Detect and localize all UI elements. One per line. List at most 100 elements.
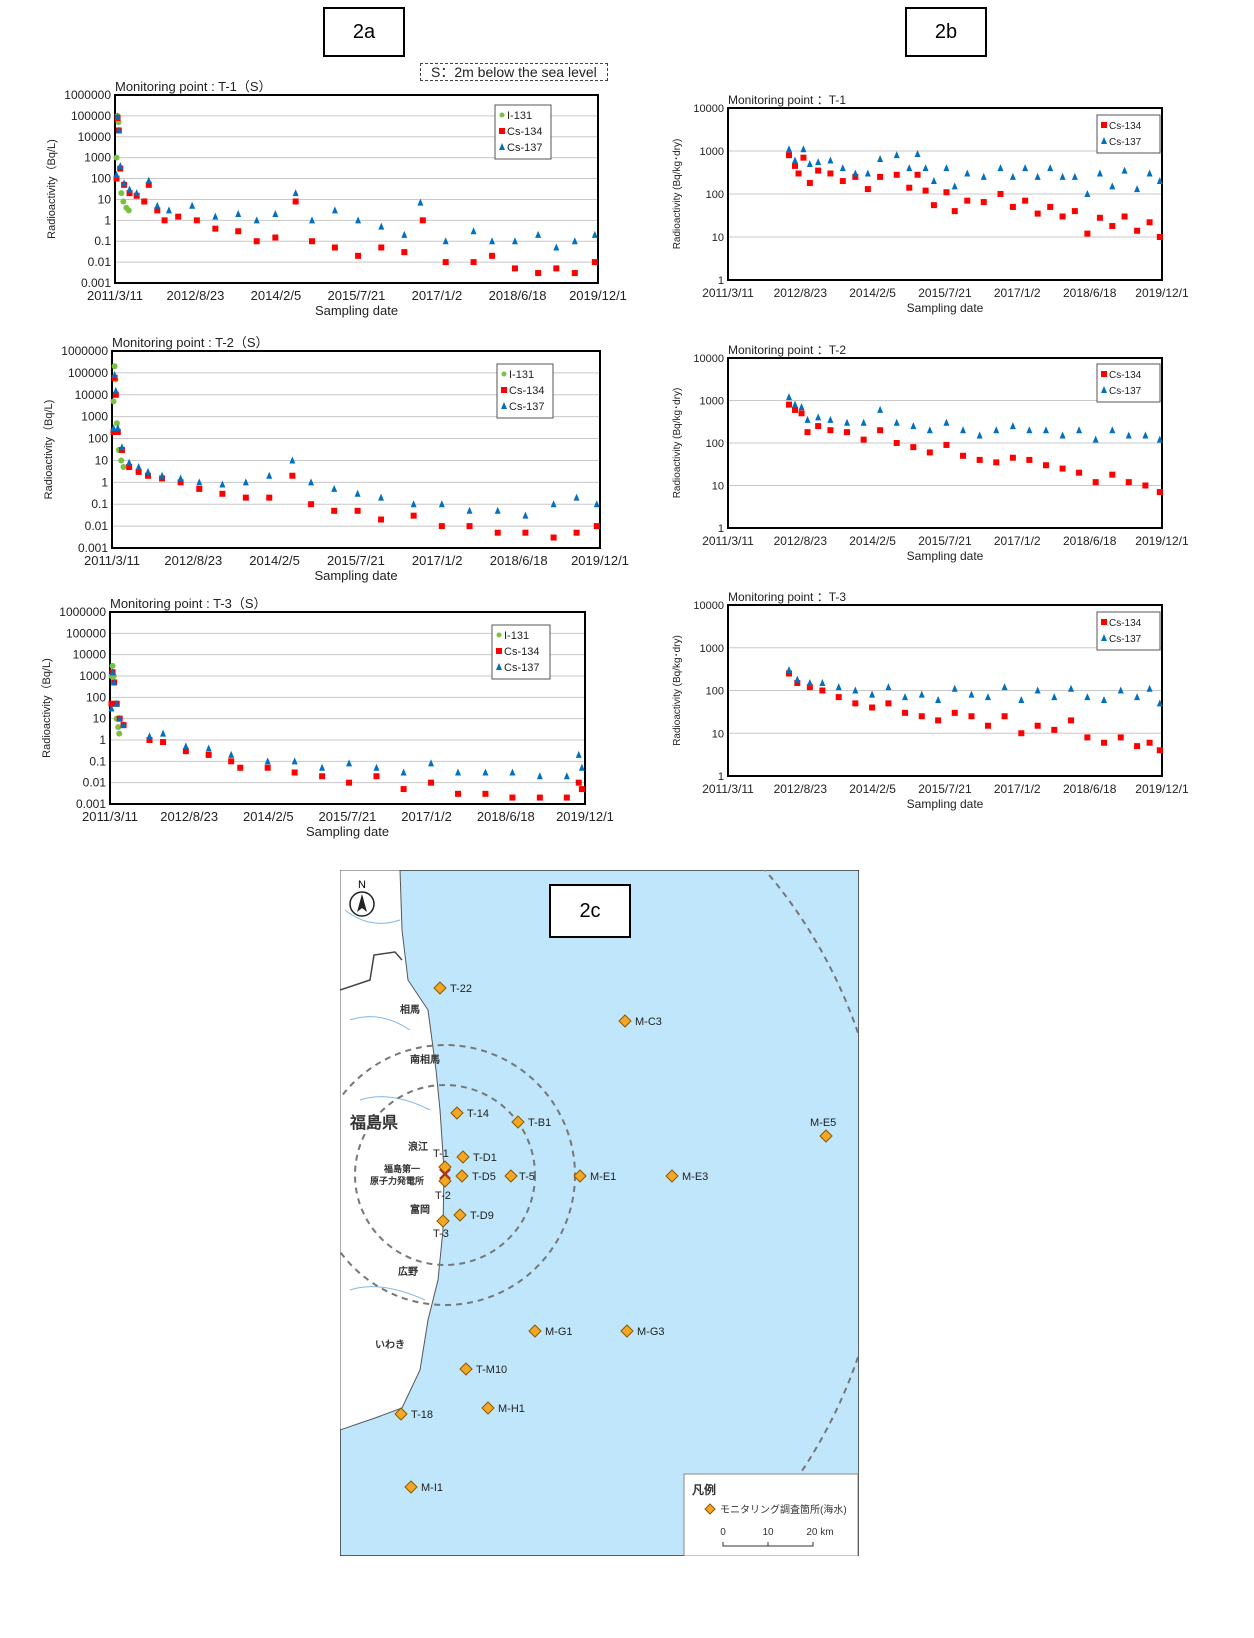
- station-label: M-E1: [590, 1171, 616, 1183]
- data-point: [331, 206, 338, 214]
- station-label: T-D5: [472, 1171, 496, 1183]
- data-point: [1134, 227, 1141, 234]
- river: [359, 1096, 431, 1111]
- y-tick-label: 100000: [71, 109, 111, 123]
- data-point: [800, 154, 807, 161]
- legend: I-131 Cs-134 Cs-137: [494, 104, 552, 160]
- legend-label: Cs-134: [504, 646, 539, 658]
- data-point: [800, 145, 807, 153]
- data-point: [578, 786, 585, 793]
- data-point: [798, 403, 805, 411]
- data-point: [110, 424, 117, 432]
- station-T-22[interactable]: T-22: [433, 981, 472, 995]
- station-T-3[interactable]: T-3: [433, 1214, 450, 1240]
- place-label: 富岡: [410, 1203, 430, 1216]
- data-point: [113, 154, 120, 161]
- y-tick-label: 1000: [700, 643, 724, 655]
- data-point: [806, 159, 813, 167]
- station-T-D9[interactable]: T-D9: [453, 1208, 494, 1222]
- data-point: [943, 441, 950, 448]
- data-point: [522, 511, 529, 519]
- station-M-E1[interactable]: M-E1: [573, 1169, 616, 1183]
- data-point: [1059, 431, 1066, 439]
- place-label: 南相馬: [410, 1053, 440, 1066]
- x-tick-label: 2014/2/5: [849, 286, 896, 300]
- data-point: [428, 759, 435, 767]
- station-T-5[interactable]: T-5: [504, 1169, 535, 1183]
- station-T-D5[interactable]: T-D5: [455, 1169, 496, 1183]
- data-point: [791, 400, 798, 408]
- station-T-2[interactable]: T-2: [435, 1174, 452, 1202]
- station-label: M-G1: [545, 1326, 573, 1338]
- data-point: [419, 217, 426, 224]
- data-point: [943, 189, 950, 196]
- data-point: [113, 175, 120, 182]
- diamond-marker-icon: [436, 1214, 450, 1228]
- data-point: [1121, 166, 1128, 174]
- y-tick-label: 10000: [73, 648, 107, 662]
- station-T-18[interactable]: T-18: [394, 1407, 433, 1421]
- station-label: T-22: [450, 983, 472, 995]
- data-point: [466, 523, 473, 530]
- x-tick-label: 2017/1/2: [994, 782, 1041, 796]
- data-point: [575, 779, 582, 786]
- data-point: [1134, 693, 1141, 701]
- data-point: [272, 210, 279, 218]
- x-tick-label: 2015/7/21: [327, 553, 385, 568]
- diamond-marker-icon: [450, 1106, 464, 1120]
- place-label: 広野: [398, 1265, 418, 1278]
- station-M-E5[interactable]: M-E5: [810, 1117, 836, 1143]
- y-tick-label: 0.1: [91, 497, 108, 511]
- station-M-I1[interactable]: M-I1: [404, 1480, 443, 1494]
- station-T-D1[interactable]: T-D1: [456, 1150, 497, 1164]
- station-M-G3[interactable]: M-G3: [620, 1324, 665, 1338]
- x-tick-label: 2018/6/18: [1063, 534, 1117, 548]
- x-axis-label: Sampling date: [314, 568, 397, 583]
- station-T-1[interactable]: T-1: [433, 1148, 452, 1174]
- station-T-B1[interactable]: T-B1: [511, 1115, 551, 1129]
- legend-marker: [496, 632, 502, 638]
- data-point: [373, 763, 380, 771]
- data-point: [264, 757, 271, 765]
- station-M-H1[interactable]: M-H1: [481, 1401, 525, 1415]
- data-point: [1047, 203, 1054, 210]
- data-point: [1156, 234, 1163, 240]
- y-tick-label: 1000000: [64, 88, 111, 102]
- data-point: [804, 429, 811, 436]
- data-point: [1117, 686, 1124, 694]
- x-tick-label: 2019/12/1: [571, 553, 629, 568]
- data-point: [189, 201, 196, 209]
- station-T-M10[interactable]: T-M10: [459, 1362, 507, 1376]
- data-point: [563, 772, 570, 780]
- plot-frame: [727, 357, 1163, 529]
- station-M-G1[interactable]: M-G1: [528, 1324, 573, 1338]
- data-point: [951, 709, 958, 716]
- data-point: [906, 184, 913, 191]
- data-point: [400, 786, 407, 793]
- station-M-E3[interactable]: M-E3: [665, 1169, 708, 1183]
- diamond-marker-icon: [511, 1115, 525, 1129]
- x-tick-label: 2015/7/21: [918, 782, 972, 796]
- data-point: [893, 151, 900, 159]
- data-point: [1092, 435, 1099, 443]
- plot-frame: [114, 94, 599, 284]
- x-tick-label: 2011/3/11: [702, 782, 754, 796]
- scale-label: 0: [720, 1527, 726, 1538]
- data-point: [951, 182, 958, 190]
- data-point: [177, 479, 184, 486]
- x-axis-label: Sampling date: [306, 824, 389, 839]
- data-point: [118, 457, 125, 464]
- diamond-marker-icon: [459, 1362, 473, 1376]
- data-point: [509, 768, 516, 776]
- data-point: [117, 161, 124, 169]
- station-T-14[interactable]: T-14: [450, 1106, 489, 1120]
- data-point: [455, 768, 462, 776]
- diamond-marker-icon: [438, 1160, 452, 1174]
- station-label: T-1: [433, 1148, 449, 1160]
- y-tick-label: 10000: [693, 353, 724, 365]
- data-point: [794, 679, 801, 686]
- x-axis-label: Sampling date: [907, 301, 984, 315]
- data-point: [804, 415, 811, 423]
- station-M-C3[interactable]: M-C3: [618, 1014, 662, 1028]
